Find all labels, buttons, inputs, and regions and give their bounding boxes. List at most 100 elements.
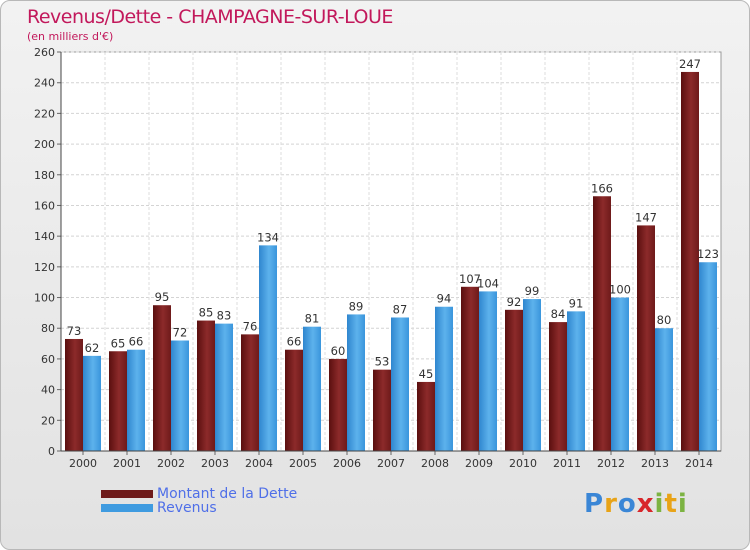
y-tick-label: 180	[34, 169, 55, 182]
bar-revenue-label: 66	[129, 335, 144, 349]
bar-debt-label: 92	[507, 295, 522, 309]
bar-revenue-label: 80	[657, 313, 672, 327]
bar-revenue	[127, 349, 145, 451]
legend-swatch-revenue	[101, 504, 153, 512]
bar-debt	[549, 322, 567, 451]
bar-debt-label: 84	[551, 307, 566, 321]
bar-revenue	[479, 291, 497, 451]
bar-debt	[153, 305, 171, 451]
bar-debt	[65, 338, 83, 451]
bar-revenue-label: 72	[173, 326, 188, 340]
bar-revenue	[391, 317, 409, 451]
bar-revenue-label: 104	[477, 276, 499, 290]
logo-letter: t	[664, 489, 678, 519]
bar-revenue	[83, 355, 101, 451]
bar-debt-label: 73	[67, 324, 82, 338]
bar-debt-label: 85	[199, 306, 214, 320]
bar-debt-label: 45	[419, 367, 434, 381]
logo-letter: i	[677, 489, 688, 519]
bar-debt	[681, 71, 699, 451]
legend-item-debt: Montant de la Dette	[101, 487, 297, 501]
bar-revenue-label: 100	[609, 283, 631, 297]
bar-debt	[241, 334, 259, 451]
x-tick-label: 2000	[69, 457, 97, 470]
bar-revenue	[303, 326, 321, 451]
bar-revenue-label: 134	[257, 230, 279, 244]
bar-debt	[197, 320, 215, 451]
chart-title: Revenus/Dette - CHAMPAGNE-SUR-LOUE	[27, 6, 393, 28]
bar-revenue-label: 87	[393, 302, 408, 316]
x-tick-label: 2011	[553, 457, 581, 470]
bar-debt	[109, 351, 127, 451]
bar-debt-label: 247	[679, 57, 701, 71]
x-tick-label: 2001	[113, 457, 141, 470]
bar-revenue	[523, 299, 541, 451]
y-tick-label: 240	[34, 77, 55, 90]
y-tick-label: 100	[34, 292, 55, 305]
bar-debt	[505, 309, 523, 451]
logo-letter: P	[584, 489, 605, 519]
logo-letter: o	[617, 489, 637, 519]
y-tick-label: 20	[41, 414, 55, 427]
logo-letter: i	[654, 489, 665, 519]
bar-debt-label: 95	[155, 290, 170, 304]
bar-debt-label: 65	[111, 336, 126, 350]
bar-debt	[285, 349, 303, 451]
x-tick-label: 2002	[157, 457, 185, 470]
logo-letter: x	[636, 489, 655, 519]
bar-revenue	[611, 297, 629, 451]
bar-debt	[593, 196, 611, 451]
bar-revenue-label: 62	[85, 341, 100, 355]
bar-debt-label: 107	[459, 272, 481, 286]
x-tick-label: 2006	[333, 457, 361, 470]
x-tick-label: 2003	[201, 457, 229, 470]
bar-revenue	[435, 306, 453, 451]
proxiti-logo: Proxiti	[584, 489, 688, 519]
logo-letter: r	[604, 489, 618, 519]
bar-revenue-label: 91	[569, 296, 584, 310]
legend-item-revenue: Revenus	[101, 501, 297, 515]
bar-debt	[637, 225, 655, 451]
bar-revenue-label: 94	[437, 292, 452, 306]
bar-revenue-label: 81	[305, 312, 320, 326]
x-tick-label: 2007	[377, 457, 405, 470]
bar-debt-label: 147	[635, 210, 657, 224]
x-tick-label: 2004	[245, 457, 273, 470]
y-tick-label: 0	[48, 445, 55, 458]
bar-revenue	[259, 245, 277, 451]
bar-debt-label: 166	[591, 181, 613, 195]
y-tick-label: 200	[34, 138, 55, 151]
bar-revenue	[567, 311, 585, 451]
bar-revenue	[699, 262, 717, 451]
x-tick-label: 2013	[641, 457, 669, 470]
bar-debt	[373, 369, 391, 451]
bar-revenue-label: 89	[349, 299, 364, 313]
bar-debt-label: 76	[243, 319, 258, 333]
bar-revenue-label: 83	[217, 309, 232, 323]
y-tick-label: 60	[41, 353, 55, 366]
bar-debt-label: 60	[331, 344, 346, 358]
bar-debt	[417, 381, 435, 451]
bar-revenue	[171, 340, 189, 451]
x-tick-label: 2009	[465, 457, 493, 470]
x-tick-label: 2014	[685, 457, 713, 470]
bar-revenue	[655, 328, 673, 451]
axis-layer: 0 20 40 60 80 100 120 140 160 180 200 220 240 260 2000…	[34, 46, 721, 470]
y-tick-label: 260	[34, 46, 55, 59]
y-tick-label: 40	[41, 384, 55, 397]
legend: Montant de la Dette Revenus	[101, 487, 297, 515]
y-tick-label: 160	[34, 199, 55, 212]
x-tick-label: 2012	[597, 457, 625, 470]
bar-revenue-label: 99	[525, 284, 540, 298]
y-tick-label: 120	[34, 261, 55, 274]
bar-debt-label: 66	[287, 335, 302, 349]
bar-revenue-label: 123	[697, 247, 719, 261]
x-tick-label: 2005	[289, 457, 317, 470]
legend-label-debt: Montant de la Dette	[157, 486, 298, 502]
y-tick-label: 140	[34, 230, 55, 243]
y-tick-label: 80	[41, 322, 55, 335]
bar-revenue	[347, 314, 365, 451]
y-tick-label: 220	[34, 107, 55, 120]
